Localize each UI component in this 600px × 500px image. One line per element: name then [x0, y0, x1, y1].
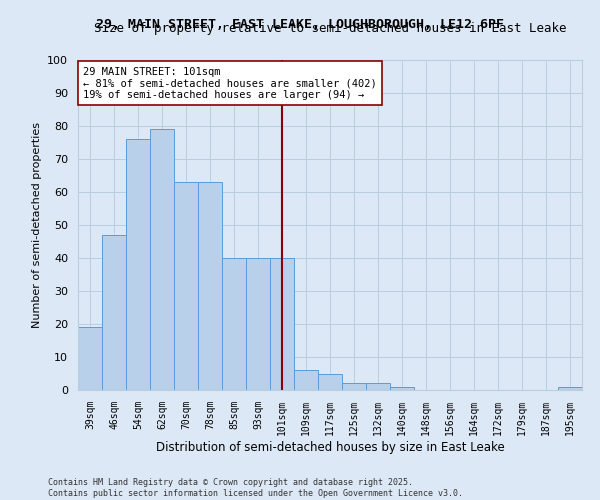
Bar	[102, 235, 126, 390]
X-axis label: Distribution of semi-detached houses by size in East Leake: Distribution of semi-detached houses by …	[155, 440, 505, 454]
Bar	[390, 386, 414, 390]
Y-axis label: Number of semi-detached properties: Number of semi-detached properties	[32, 122, 42, 328]
Text: 29, MAIN STREET, EAST LEAKE, LOUGHBOROUGH, LE12 6PF: 29, MAIN STREET, EAST LEAKE, LOUGHBOROUG…	[96, 18, 504, 30]
Bar	[246, 258, 270, 390]
Bar	[318, 374, 342, 390]
Bar	[294, 370, 318, 390]
Bar	[270, 258, 294, 390]
Bar	[222, 258, 246, 390]
Title: Size of property relative to semi-detached houses in East Leake: Size of property relative to semi-detach…	[94, 22, 566, 35]
Text: Contains HM Land Registry data © Crown copyright and database right 2025.
Contai: Contains HM Land Registry data © Crown c…	[48, 478, 463, 498]
Bar	[174, 182, 198, 390]
Bar	[78, 328, 102, 390]
Bar	[198, 182, 222, 390]
Bar	[126, 139, 150, 390]
Bar	[558, 386, 582, 390]
Bar	[150, 130, 174, 390]
Bar	[342, 384, 366, 390]
Text: 29 MAIN STREET: 101sqm
← 81% of semi-detached houses are smaller (402)
19% of se: 29 MAIN STREET: 101sqm ← 81% of semi-det…	[83, 66, 377, 100]
Bar	[366, 384, 390, 390]
